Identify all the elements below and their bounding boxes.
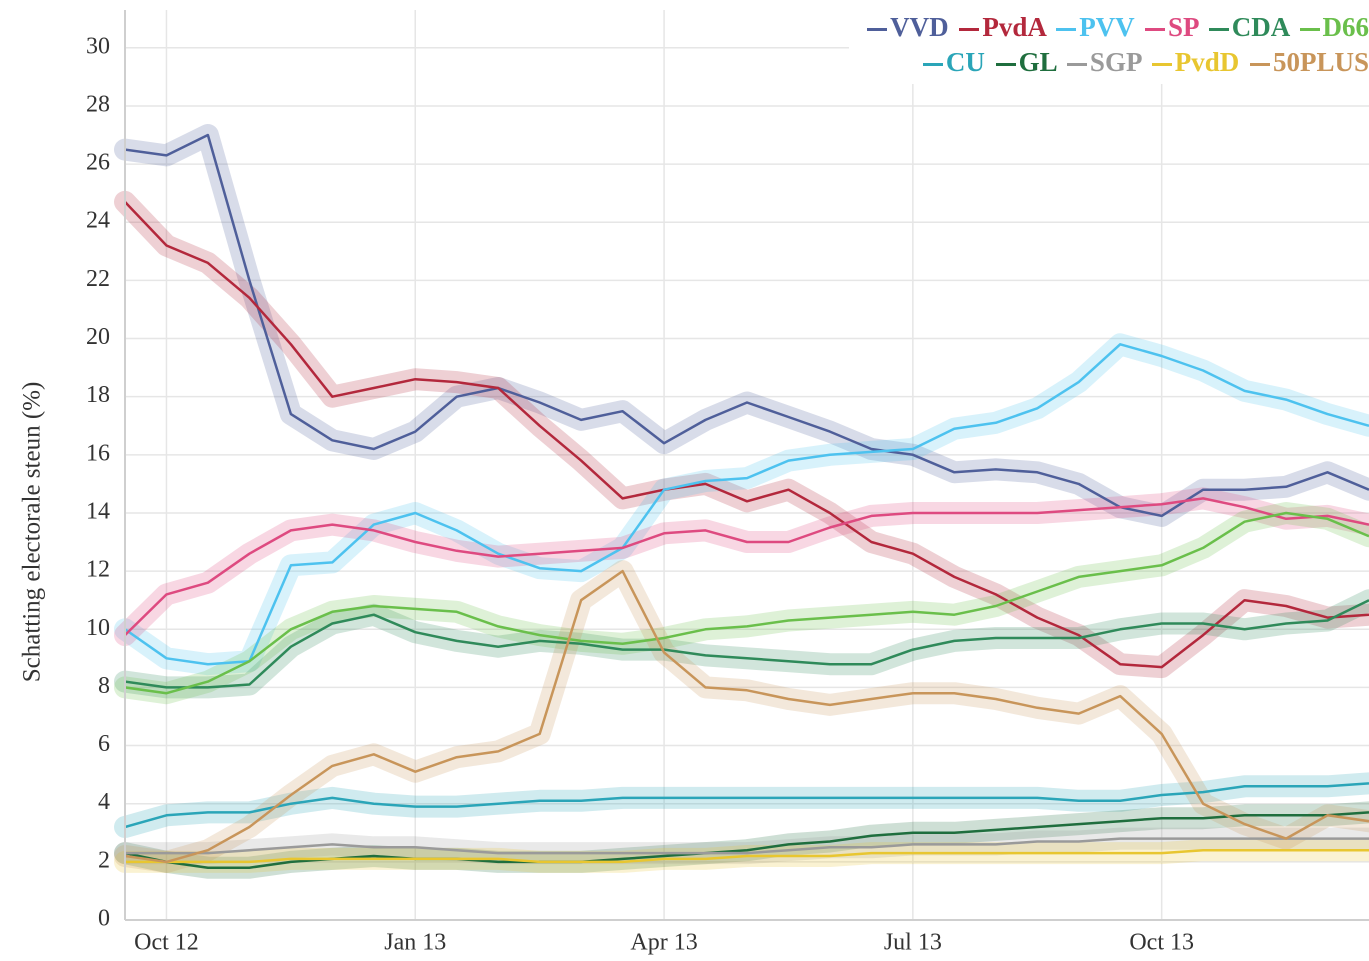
legend-swatch <box>1066 63 1087 67</box>
series-line <box>124 599 1369 689</box>
series-line <box>124 133 1369 518</box>
grid <box>125 10 1369 921</box>
legend-swatch <box>1151 63 1172 67</box>
legend-swatch <box>959 28 980 32</box>
legend-swatch <box>1208 28 1229 32</box>
y-tick-label: 30 <box>86 33 110 59</box>
legend-swatch <box>1249 63 1270 67</box>
legend-label: GL <box>1018 47 1057 77</box>
series-line <box>124 569 1369 864</box>
legend-label: CU <box>945 47 985 77</box>
legend-label: D66 <box>1322 12 1369 42</box>
series-line <box>124 343 1369 666</box>
y-tick-label: 22 <box>86 266 110 292</box>
y-tick-label: 0 <box>98 906 110 932</box>
x-tick-label: Jul 13 <box>884 930 942 956</box>
legend-swatch <box>995 63 1016 67</box>
y-tick-label: 2 <box>98 847 110 873</box>
legend-label: 50PLUS <box>1272 47 1369 77</box>
y-tick-label: 28 <box>86 91 110 117</box>
lines <box>124 133 1369 869</box>
legend-swatch <box>867 28 888 32</box>
legend-label: SP <box>1167 12 1198 42</box>
y-tick-label: 8 <box>98 673 110 699</box>
y-tick-label: 16 <box>86 440 110 466</box>
series-line <box>124 201 1369 669</box>
legend-label: SGP <box>1089 47 1141 77</box>
legend-swatch <box>1056 28 1077 32</box>
y-tick-label: 26 <box>86 150 110 176</box>
y-axis-label: Schatting electorale steun (%) <box>19 382 46 683</box>
series-line <box>124 497 1369 636</box>
legend-label: PVV <box>1079 12 1135 42</box>
legend: VVD PvdA PVV SP CDA D66 CU GL SGP PvdD 5… <box>849 8 1369 84</box>
x-tick-label: Oct 12 <box>134 930 199 956</box>
legend-label: CDA <box>1231 12 1289 42</box>
legend-label: PvdA <box>982 12 1046 42</box>
y-tick-label: 4 <box>98 789 110 815</box>
x-tick-label: Apr 13 <box>630 930 697 956</box>
series-line <box>124 511 1369 695</box>
confidence-band <box>114 124 1369 527</box>
legend-label: PvdD <box>1174 47 1240 77</box>
y-tick-label: 14 <box>86 498 110 524</box>
y-tick-label: 18 <box>86 382 110 408</box>
series-line <box>125 848 1369 864</box>
y-tick-label: 10 <box>86 615 110 641</box>
legend-swatch <box>1144 28 1165 32</box>
legend-swatch <box>922 63 943 67</box>
y-tick-label: 20 <box>86 324 110 350</box>
x-tick-label: Oct 13 <box>1129 930 1194 956</box>
series-line <box>125 837 1369 855</box>
y-tick-label: 6 <box>98 731 110 757</box>
x-tick-label: Jan 13 <box>384 930 446 956</box>
y-tick-label: 24 <box>86 208 110 234</box>
legend-swatch <box>1299 28 1320 32</box>
y-tick-label: 12 <box>86 557 110 583</box>
legend-label: VVD <box>890 12 949 42</box>
series-line <box>124 782 1369 829</box>
